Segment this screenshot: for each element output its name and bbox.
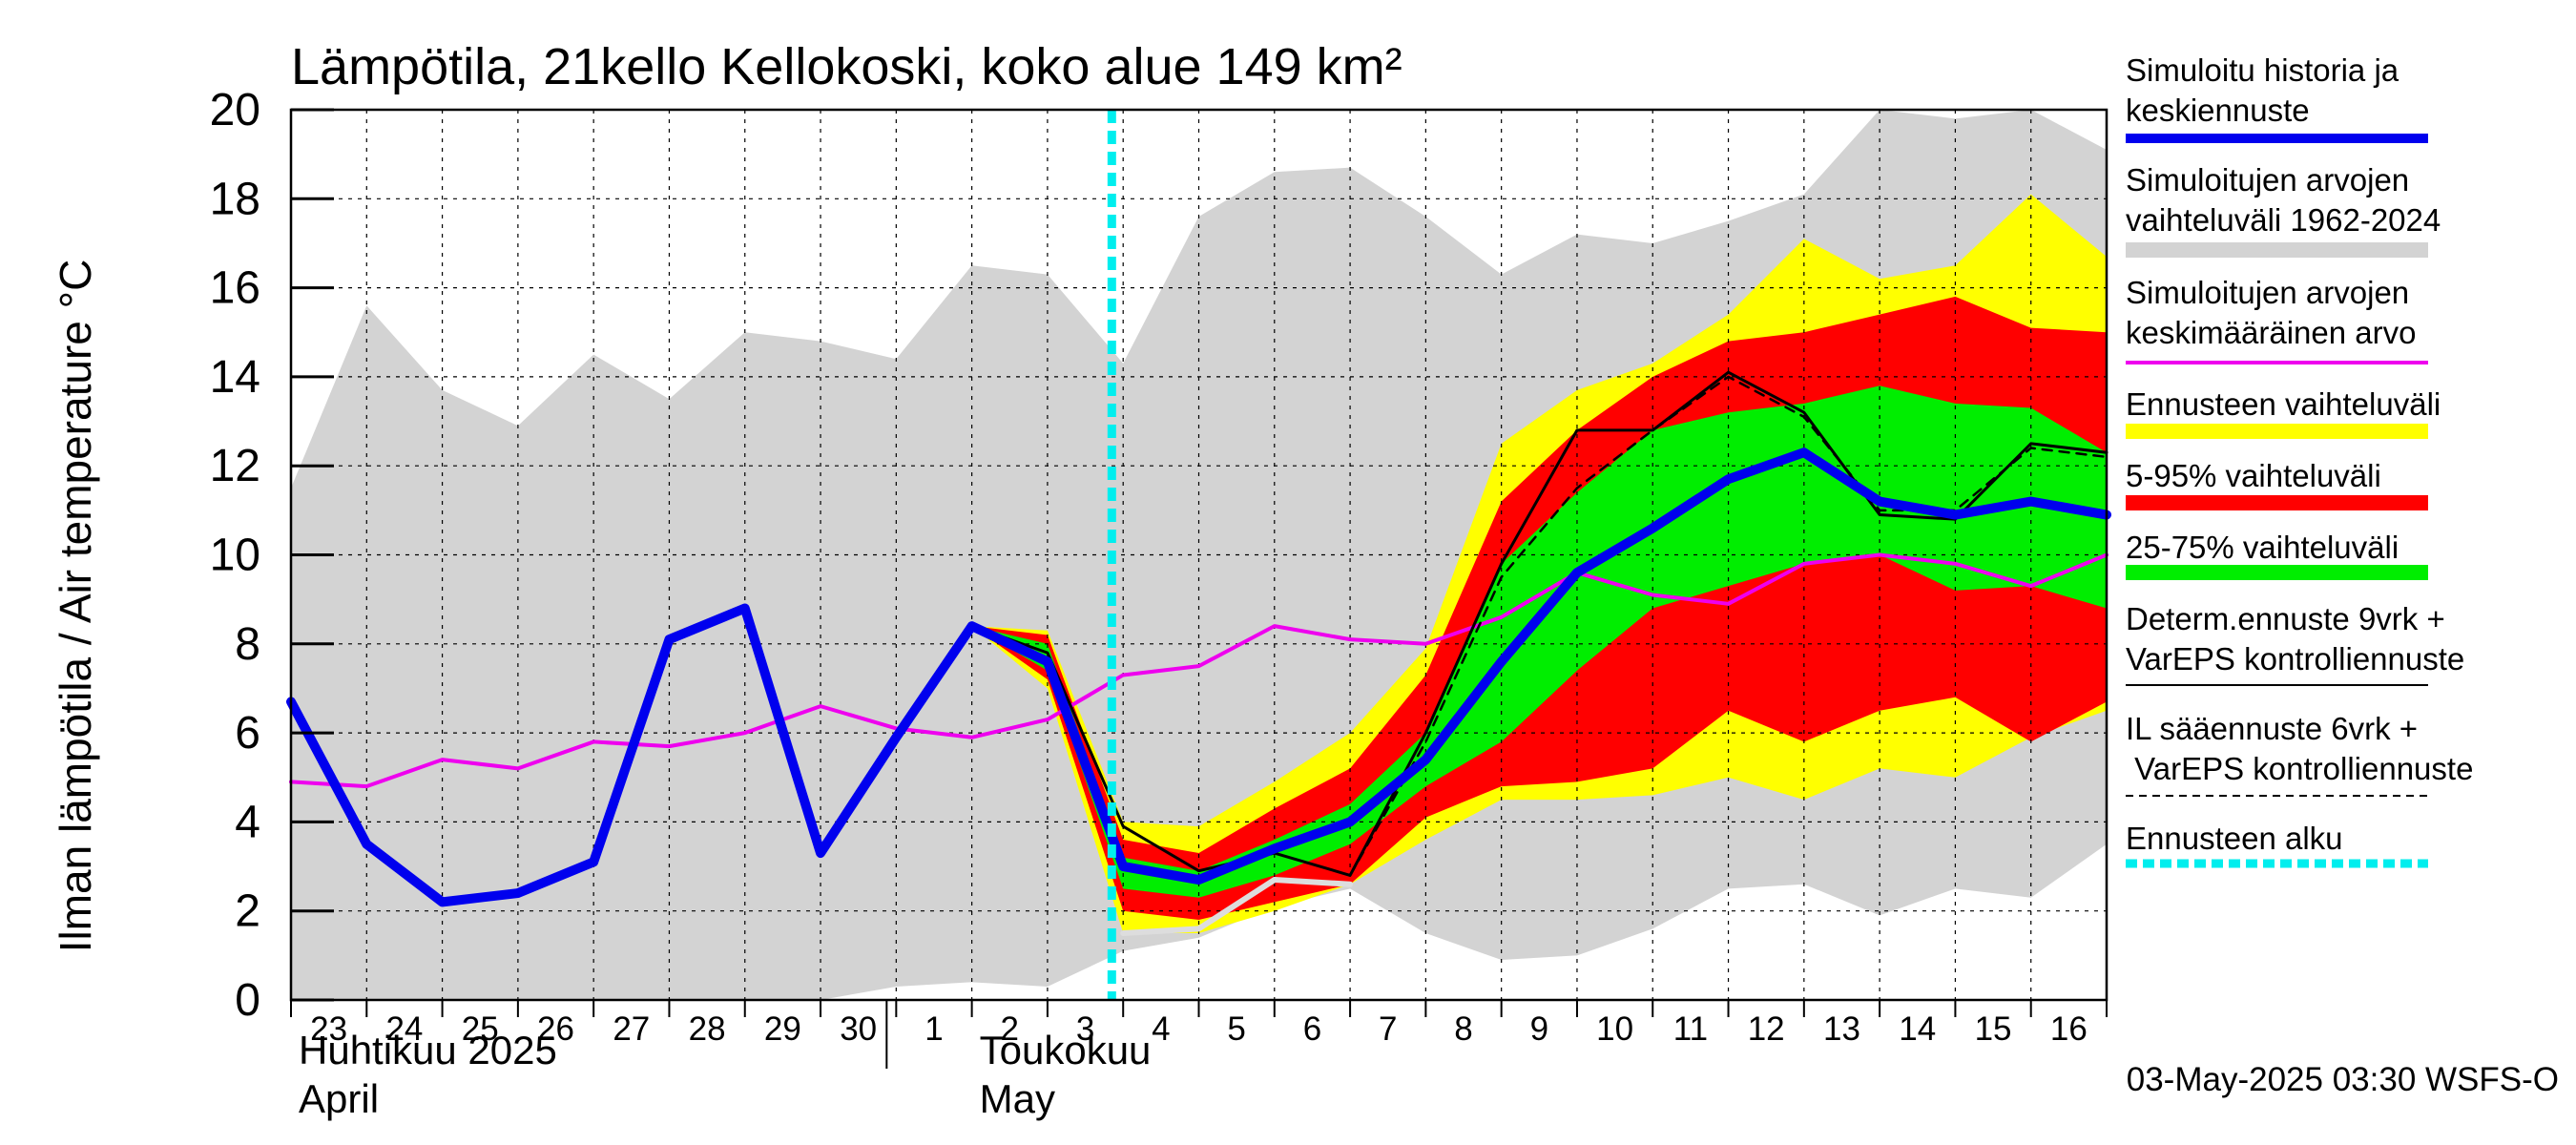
legend-label: Ennusteen alku (2126, 821, 2343, 856)
y-axis-label: Ilman lämpötila / Air temperature °C (51, 260, 100, 953)
y-tick-label: 16 (210, 263, 260, 314)
legend-label-line: 5-95% vaihteluväli (2126, 458, 2381, 493)
p25-75-band (971, 385, 2107, 898)
deterministic-forecast-line (970, 370, 2109, 877)
legend-label: IL sääennuste 6vrk + VarEPS kontrollienn… (2126, 711, 2473, 786)
month-label-fi: Huhtikuu 2025 (299, 1028, 557, 1072)
y-tick-label: 0 (235, 975, 260, 1026)
mean-forecast-line (286, 448, 2111, 907)
y-tick-label: 12 (210, 441, 260, 491)
month-label-en: May (980, 1076, 1055, 1121)
x-tick-label: 3 (1076, 1010, 1094, 1048)
average-line (289, 552, 2109, 789)
x-tick-label: 6 (1303, 1010, 1321, 1048)
legend-label-line: VarEPS kontrolliennuste (2126, 751, 2473, 786)
timestamp-footer: 03-May-2025 03:30 WSFS-O (2127, 1061, 2559, 1098)
x-tick-label: 23 (310, 1010, 347, 1048)
legend-label-line: Determ.ennuste 9vrk + (2126, 601, 2445, 636)
plot-area (286, 110, 2111, 1000)
x-tick-label: 1 (924, 1010, 943, 1048)
x-tick-label: 16 (2050, 1010, 2088, 1048)
legend-label: Simuloitujen arvojen vaihteluväli 1962-20… (2126, 162, 2441, 238)
x-tick-label: 7 (1379, 1010, 1397, 1048)
y-tick-label: 20 (210, 85, 260, 135)
x-tick-label: 4 (1152, 1010, 1170, 1048)
y-tick-label: 10 (210, 531, 260, 581)
x-tick-label: 15 (1975, 1010, 2012, 1048)
legend-label-line: Simuloitu historia ja (2126, 52, 2399, 88)
legend-label-line: Ennusteen alku (2126, 821, 2343, 856)
legend-label-line: keskimääräinen arvo (2126, 315, 2416, 350)
x-tick-label: 8 (1454, 1010, 1472, 1048)
legend-label: Determ.ennuste 9vrk + VarEPS kontrollienn… (2126, 601, 2464, 677)
x-tick-label: 29 (764, 1010, 801, 1048)
x-tick-label: 25 (462, 1010, 499, 1048)
x-tick-label: 10 (1596, 1010, 1633, 1048)
x-tick-label: 28 (689, 1010, 726, 1048)
y-tick-label: 6 (235, 708, 260, 759)
history-low-line (1120, 877, 1354, 937)
y-tick-label: 4 (235, 797, 260, 847)
x-tick-label: 30 (840, 1010, 877, 1048)
legend-label-line: IL sääennuste 6vrk + (2126, 711, 2418, 746)
x-tick-label: 26 (537, 1010, 574, 1048)
x-tick-label: 14 (1899, 1010, 1936, 1048)
legend-label: 5-95% vaihteluväli (2126, 458, 2381, 493)
x-tick-label: 11 (1673, 1010, 1708, 1048)
x-tick-label: 27 (613, 1010, 650, 1048)
x-tick-label: 12 (1748, 1010, 1785, 1048)
month-label-en: April (299, 1076, 379, 1121)
legend-label: 25-75% vaihteluväli (2126, 530, 2399, 565)
y-tick-label: 18 (210, 174, 260, 224)
x-tick-label: 2 (1001, 1010, 1019, 1048)
il-forecast-line (1348, 375, 2109, 877)
y-tick-label: 2 (235, 886, 260, 937)
legend-label: Simuloitu historia ja keskiennuste (2126, 52, 2399, 128)
x-tick-label: 9 (1530, 1010, 1548, 1048)
legend-label-line: VarEPS kontrolliennuste (2126, 641, 2464, 677)
x-tick-label: 24 (385, 1010, 423, 1048)
legend-label: Ennusteen vaihteluväli (2126, 386, 2441, 422)
y-tick-label: 8 (235, 619, 260, 670)
legend-label: Simuloitujen arvojen keskimääräinen arvo (2126, 275, 2416, 350)
legend: Simuloitu historia ja keskiennusteSimuloi… (2126, 52, 2473, 868)
x-tick-label: 5 (1227, 1010, 1245, 1048)
legend-label-line: vaihteluväli 1962-2024 (2126, 202, 2441, 238)
legend-label-line: Ennusteen vaihteluväli (2126, 386, 2441, 422)
chart-title: Lämpötila, 21kello Kellokoski, koko alue… (291, 38, 1402, 95)
legend-label-line: keskiennuste (2126, 93, 2310, 128)
y-tick-label: 14 (210, 352, 260, 403)
legend-label-line: Simuloitujen arvojen (2126, 275, 2409, 310)
legend-label-line: 25-75% vaihteluväli (2126, 530, 2399, 565)
x-tick-label: 13 (1823, 1010, 1860, 1048)
legend-label-line: Simuloitujen arvojen (2126, 162, 2409, 198)
month-label-fi: Toukokuu (980, 1028, 1152, 1072)
